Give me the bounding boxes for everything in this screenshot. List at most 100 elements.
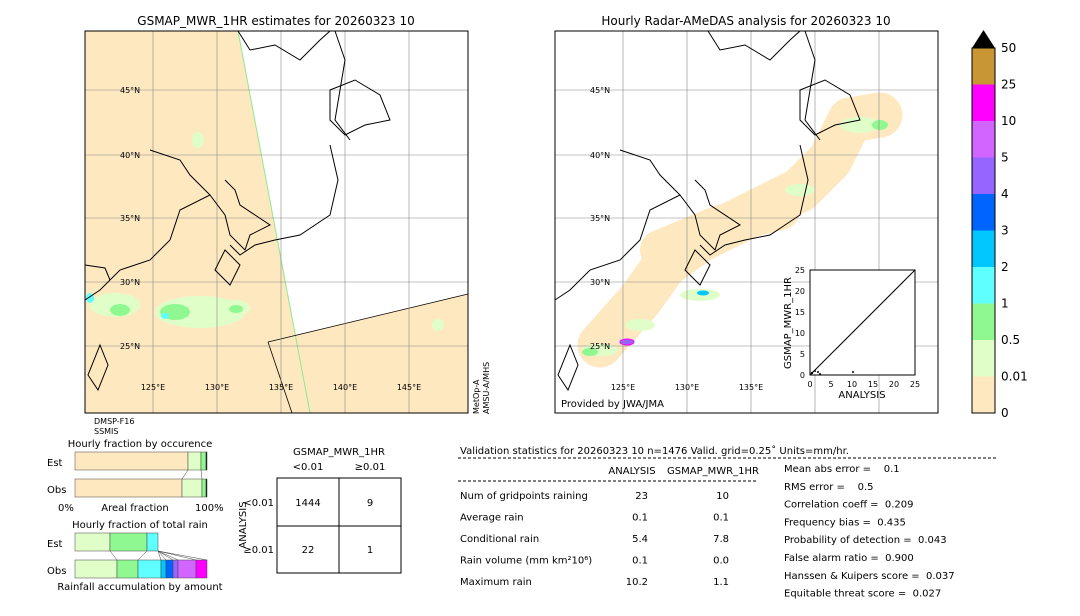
colorbar-segment [972, 157, 995, 194]
stat-analysis-value: 0.1 [632, 556, 648, 567]
inset-xlabel: ANALYSIS [838, 390, 885, 401]
col-header: ≥0.01 [355, 462, 386, 473]
rain-fraction-title: Hourly fraction of total rain [72, 520, 208, 531]
bar-segment [74, 532, 111, 552]
est-label: Est [47, 458, 63, 469]
lon-label: 145°E [397, 383, 421, 392]
row-header: <0.01 [243, 498, 274, 509]
bar-segment [137, 559, 162, 579]
colorbar-label: 1 [1001, 297, 1009, 311]
sensor-label: AMSU-A/MHS [482, 362, 491, 414]
score-line: Equitable threat score = 0.027 [784, 589, 941, 600]
col-gsmap: GSMAP_MWR_1HR [667, 466, 759, 477]
colorbar-label: 0.5 [1001, 333, 1020, 347]
bar-segment [165, 559, 174, 579]
left-map-title: GSMAP_MWR_1HR estimates for 20260323 10 [137, 14, 414, 28]
colorbar-label: 50 [1001, 41, 1016, 55]
score-line: Mean abs error = 0.1 [784, 464, 900, 475]
score-line: False alarm ratio = 0.900 [784, 553, 914, 564]
bar-segment [146, 532, 159, 552]
bar-segment [181, 478, 203, 498]
left-map: GSMAP_MWR_1HR estimates for 20260323 10 … [84, 14, 491, 436]
stat-gsmap-value: 1.1 [713, 577, 729, 588]
score-line: Frequency bias = 0.435 [784, 517, 906, 528]
cell-false-alarm: 9 [367, 498, 373, 509]
lon-label: 135°E [269, 383, 293, 392]
cell-miss: 22 [302, 545, 315, 556]
row-title: ANALYSIS [238, 501, 249, 548]
inset-ytick: 10 [795, 329, 805, 338]
lat-label: 30°N [590, 278, 610, 287]
stat-gsmap-value: 10 [716, 491, 729, 502]
inset-ytick: 0 [800, 371, 805, 380]
colorbar-segment [972, 303, 995, 340]
inset-ylabel: GSMAP_MWR_1HR [783, 277, 794, 369]
est-label: Est [47, 539, 63, 550]
bar-segment [172, 559, 179, 579]
lon-label: 130°E [205, 383, 229, 392]
score-line: Hanssen & Kuipers score = 0.037 [784, 571, 955, 582]
stat-gsmap-value: 0.0 [713, 556, 729, 567]
obs-label: Obs [47, 485, 66, 496]
bar-segment [177, 559, 197, 579]
bar-segment [201, 478, 207, 498]
lat-label: 40°N [590, 151, 610, 160]
bar-segment [205, 451, 208, 471]
lat-label: 25°N [120, 342, 140, 351]
colorbar-segment [972, 267, 995, 304]
rain-fraction-chart: Hourly fraction of total rain Est Obs Ra… [47, 520, 223, 593]
inset-ytick: 25 [795, 266, 805, 275]
sensor-label: MetOp-A [472, 379, 481, 414]
colorbar-segment [972, 84, 995, 121]
col-title: GSMAP_MWR_1HR [293, 447, 385, 458]
axis-left: 0% [58, 503, 74, 514]
bar-segment [205, 478, 208, 498]
lat-label: 45°N [590, 86, 610, 95]
occurrence-chart: Hourly fraction by occurence Est Obs 0% … [47, 439, 224, 514]
colorbar-label: 10 [1001, 114, 1016, 128]
sensor-label: SSMIS [94, 427, 119, 436]
bar-segment [74, 478, 183, 498]
lon-label: 130°E [675, 383, 699, 392]
inset-xtick: 10 [847, 380, 857, 389]
colorbar-label: 25 [1001, 78, 1016, 92]
lat-label: 45°N [120, 86, 140, 95]
rain-fraction-caption: Rainfall accumulation by amount [57, 582, 222, 593]
lat-label: 25°N [590, 342, 610, 351]
credit-label: Provided by JWA/JMA [561, 399, 664, 410]
stat-analysis-value: 5.4 [632, 534, 648, 545]
colorbar-segment [972, 340, 995, 377]
bar-segment [74, 451, 189, 471]
colorbar-label: 0.01 [1001, 370, 1028, 384]
lat-label: 35°N [590, 214, 610, 223]
lon-label: 135°E [739, 383, 763, 392]
bar-segment [109, 532, 148, 552]
colorbar-segment [972, 121, 995, 158]
bar-segment [187, 451, 202, 471]
lon-label: 140°E [333, 383, 357, 392]
score-line: Probability of detection = 0.043 [784, 535, 947, 546]
stat-analysis-value: 10.2 [626, 577, 648, 588]
score-line: Correlation coeff = 0.209 [784, 500, 914, 511]
sensor-label: DMSP-F16 [94, 417, 134, 426]
bar-segment [195, 559, 208, 579]
stat-row-label: Maximum rain [460, 577, 532, 588]
colorbar: 0 0.01 0.5 1 2 3 4 5 10 25 50 [971, 30, 1028, 420]
bar-segment [200, 451, 207, 471]
bar-segment [116, 559, 139, 579]
col-header: <0.01 [293, 462, 324, 473]
validation-stats: Validation statistics for 20260323 10 n=… [458, 445, 996, 600]
inset-scatter: 00 5 5 10 10 15 15 20 20 25 25 ANALYSIS GSMAP_MWR_… [783, 266, 920, 401]
stat-gsmap-value: 0.1 [713, 513, 729, 524]
inset-ytick: 5 [800, 350, 805, 359]
colorbar-label: 0 [1001, 406, 1009, 420]
colorbar-label: 3 [1001, 224, 1009, 238]
stat-gsmap-value: 7.8 [713, 534, 729, 545]
bar-segment [160, 559, 167, 579]
colorbar-label: 5 [1001, 151, 1009, 165]
lat-label: 30°N [120, 278, 140, 287]
inset-xtick: 25 [910, 380, 920, 389]
inset-xtick: 0 [807, 380, 812, 389]
stat-analysis-value: 0.1 [632, 513, 648, 524]
colorbar-over-triangle [972, 30, 995, 48]
